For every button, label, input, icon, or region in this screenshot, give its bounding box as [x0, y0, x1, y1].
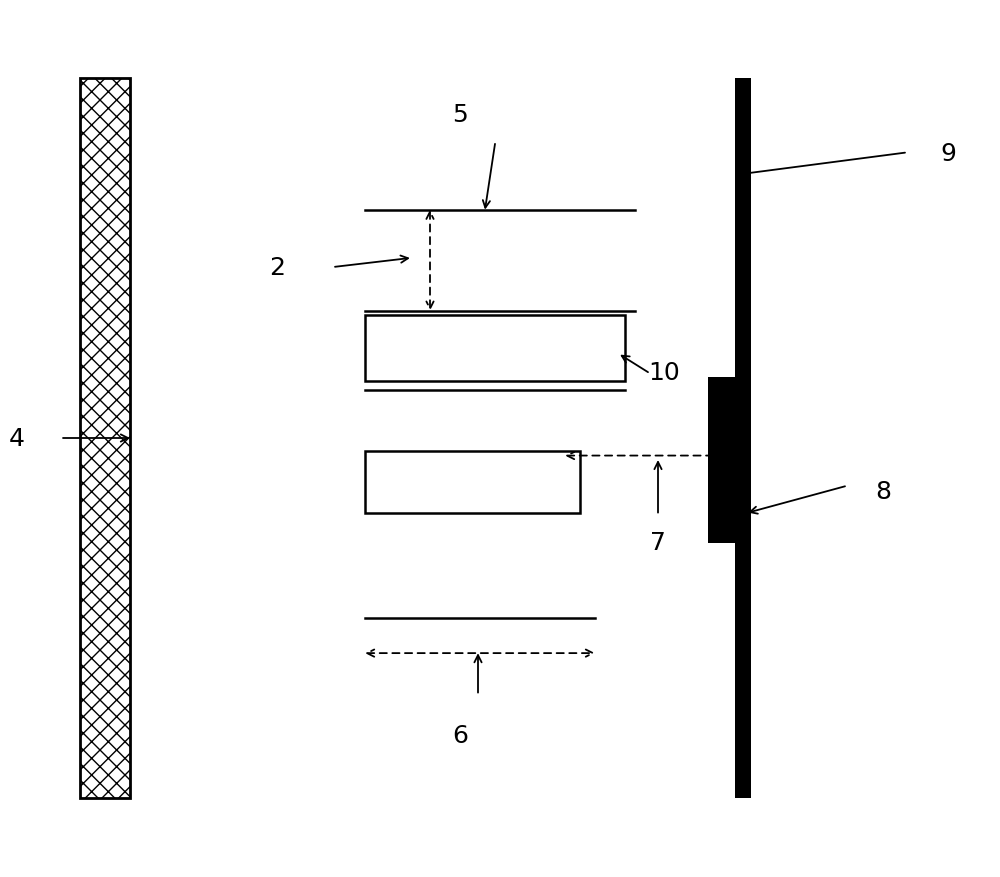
Bar [365, 452, 580, 513]
Bar [365, 316, 625, 381]
Text: 6: 6 [452, 724, 468, 747]
Text: 9: 9 [940, 141, 956, 166]
Text: 10: 10 [648, 360, 680, 385]
Text: 2: 2 [269, 255, 285, 280]
Bar [80, 79, 130, 798]
Text: 4: 4 [9, 426, 25, 451]
Text: 7: 7 [650, 531, 666, 554]
Bar [735, 79, 751, 798]
Bar [708, 377, 751, 544]
Text: 5: 5 [452, 103, 468, 127]
Text: 8: 8 [875, 479, 891, 503]
